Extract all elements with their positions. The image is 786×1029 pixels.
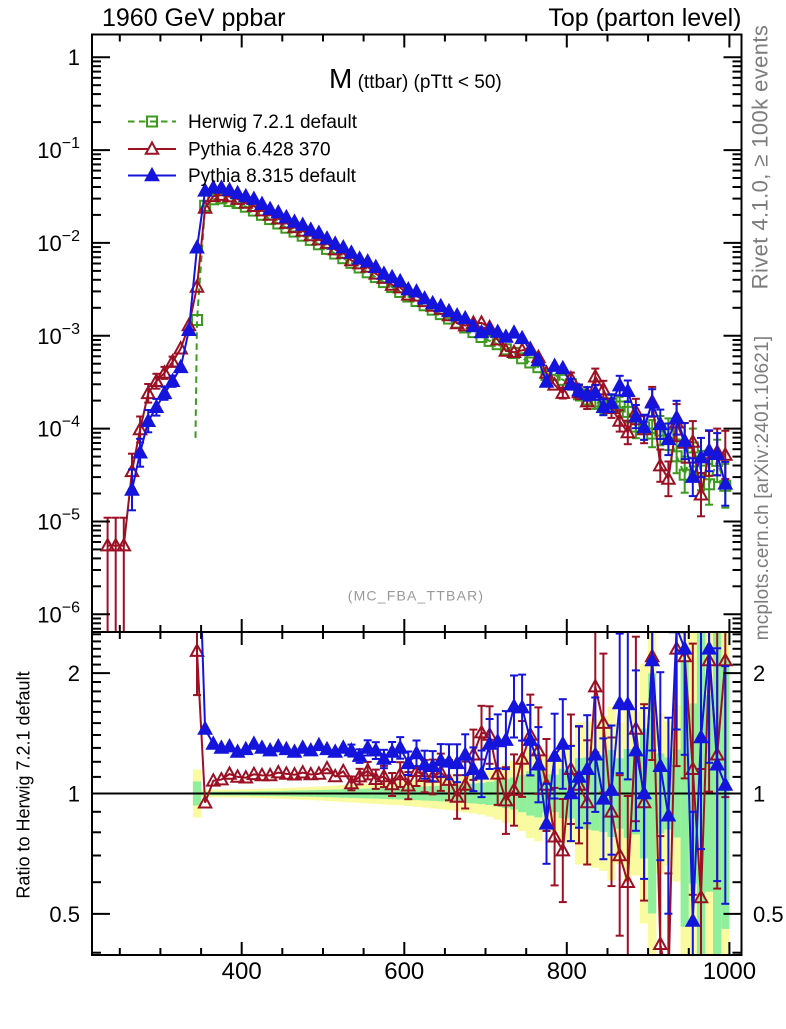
svg-text:600: 600 (384, 958, 424, 985)
svg-text:mcplots.cern.ch [arXiv:2401.10: mcplots.cern.ch [arXiv:2401.10621] (752, 336, 773, 641)
svg-text:400: 400 (222, 958, 262, 985)
svg-text:(MC_FBA_TTBAR): (MC_FBA_TTBAR) (348, 588, 485, 604)
svg-text:2: 2 (68, 661, 80, 686)
svg-text:0.5: 0.5 (49, 902, 80, 927)
svg-text:Pythia 8.315 default: Pythia 8.315 default (188, 166, 357, 187)
svg-text:Herwig 7.2.1 default: Herwig 7.2.1 default (188, 112, 358, 133)
svg-text:10−2: 10−2 (37, 228, 80, 256)
svg-text:0.5: 0.5 (753, 902, 784, 927)
svg-text:2: 2 (753, 661, 765, 686)
svg-text:1: 1 (68, 782, 80, 807)
svg-text:Ratio to Herwig 7.2.1 default: Ratio to Herwig 7.2.1 default (14, 671, 34, 898)
svg-text:800: 800 (547, 958, 587, 985)
svg-text:Pythia 6.428 370: Pythia 6.428 370 (188, 140, 331, 161)
svg-text:Top (parton level): Top (parton level) (548, 4, 741, 32)
svg-text:10−1: 10−1 (37, 135, 80, 163)
svg-text:1960 GeV ppbar: 1960 GeV ppbar (102, 4, 285, 32)
svg-text:1: 1 (68, 45, 80, 70)
svg-text:Rivet 4.1.0, ≥ 100k events: Rivet 4.1.0, ≥ 100k events (748, 25, 773, 290)
svg-text:10−6: 10−6 (37, 599, 80, 627)
svg-text:1: 1 (753, 782, 765, 807)
svg-text:1000: 1000 (703, 958, 756, 985)
